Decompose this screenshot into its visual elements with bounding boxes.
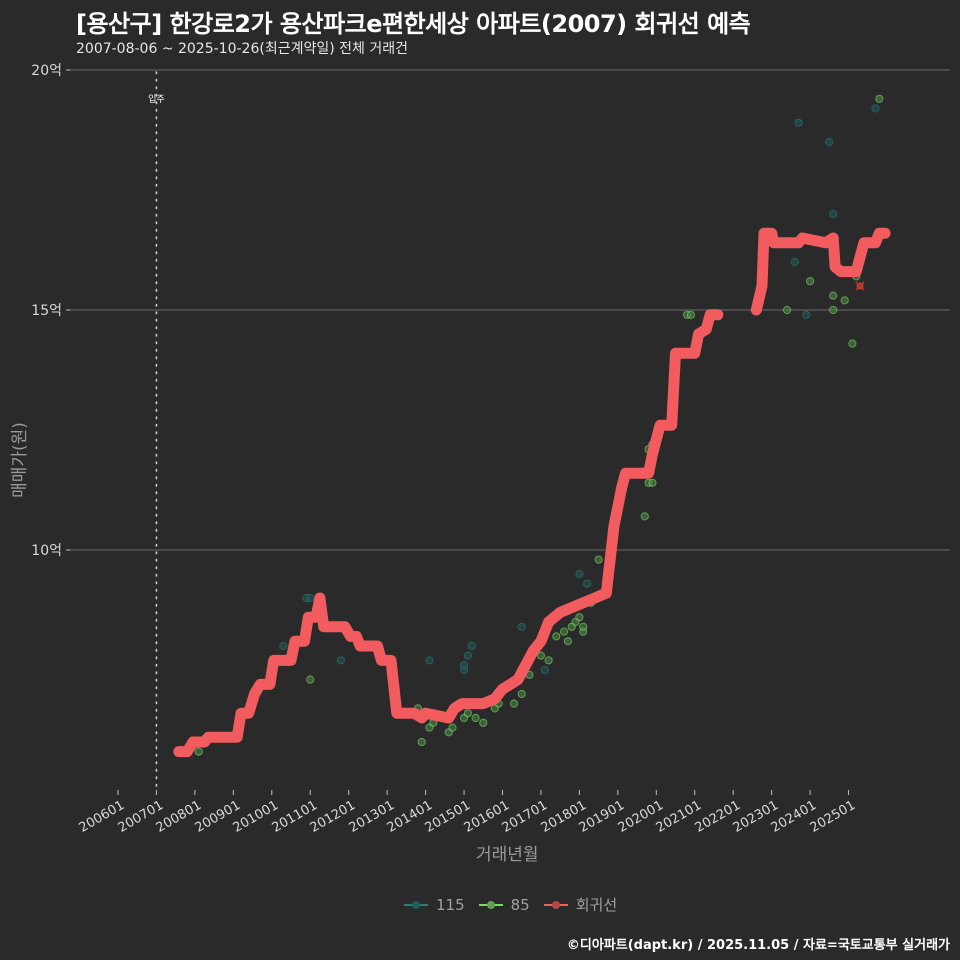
data-point[interactable] [517, 689, 526, 699]
legend-key-85-icon [478, 900, 503, 910]
data-point[interactable] [640, 512, 649, 521]
data-point[interactable] [544, 656, 553, 665]
legend-item-85[interactable]: 85 [478, 895, 530, 914]
data-point[interactable] [425, 656, 434, 665]
data-point[interactable] [840, 296, 849, 305]
data-point[interactable] [509, 699, 519, 708]
data-point[interactable] [559, 627, 569, 636]
data-point[interactable] [829, 305, 838, 315]
data-point[interactable] [790, 257, 799, 267]
data-point[interactable] [575, 613, 584, 622]
data-point[interactable] [471, 713, 480, 723]
data-point[interactable] [825, 137, 834, 147]
data-point[interactable] [829, 291, 838, 300]
data-point[interactable] [802, 310, 811, 319]
data-point[interactable] [463, 651, 472, 660]
data-point[interactable] [582, 579, 592, 588]
legend-key-regression-icon [543, 900, 568, 910]
data-point[interactable] [540, 665, 549, 675]
data-point[interactable] [575, 569, 584, 579]
data-point[interactable] [875, 94, 884, 103]
y-tick-label: 15억 [31, 303, 62, 319]
data-point[interactable] [194, 747, 203, 756]
legend-key-115-icon [404, 900, 428, 910]
y-tick-label: 10억 [31, 543, 62, 559]
data-point[interactable] [279, 641, 288, 651]
data-point[interactable] [563, 637, 572, 646]
legend-item-regression[interactable]: 회귀선 [543, 894, 618, 915]
regression-line [750, 227, 891, 316]
data-point[interactable] [459, 661, 469, 670]
data-point[interactable] [686, 310, 696, 319]
data-point[interactable] [448, 723, 457, 732]
data-point[interactable] [306, 675, 315, 684]
data-point[interactable] [829, 209, 838, 219]
data-point[interactable] [794, 118, 803, 127]
data-point[interactable] [417, 737, 426, 747]
data-point[interactable] [479, 718, 488, 727]
data-point[interactable] [648, 478, 657, 487]
data-point[interactable] [336, 656, 346, 665]
x-axis-label: 거래년월 [476, 845, 539, 865]
legend: 115 85 회귀선 [404, 894, 623, 915]
legend-item-115[interactable]: 115 [404, 896, 465, 914]
data-point[interactable] [579, 622, 588, 631]
data-point[interactable] [463, 709, 472, 718]
y-axis-label: 매매가(원) [9, 422, 30, 498]
chart-subtitle: 2007-08-06 ~ 2025-10-26(최근계약일) 전체 거래건 [76, 41, 408, 57]
data-point[interactable] [536, 651, 546, 660]
data-point[interactable] [806, 277, 815, 286]
data-point[interactable] [552, 632, 561, 641]
regression-line [173, 309, 724, 758]
data-point[interactable] [782, 305, 792, 315]
y-tick-label: 20억 [31, 63, 62, 79]
legend-label-85: 85 [510, 895, 530, 914]
data-point[interactable] [517, 622, 526, 631]
footer-credit: ©디아파트(dapt.kr) / 2025.11.05 / 자료=국토교통부 실… [566, 938, 950, 953]
legend-label-115: 115 [436, 895, 465, 914]
data-point[interactable] [594, 555, 603, 564]
chart-title: [용산구] 한강로2가 용산파크e편한세상 아파트(2007) 회귀선 예측 [76, 10, 751, 38]
legend-label-regression: 회귀선 [575, 896, 618, 914]
data-point[interactable] [306, 593, 315, 603]
data-point[interactable] [467, 641, 476, 651]
move-in-label: 입주 [148, 93, 165, 105]
data-point[interactable] [871, 104, 880, 113]
data-point[interactable] [848, 339, 857, 348]
prediction-x-icon [855, 281, 865, 291]
